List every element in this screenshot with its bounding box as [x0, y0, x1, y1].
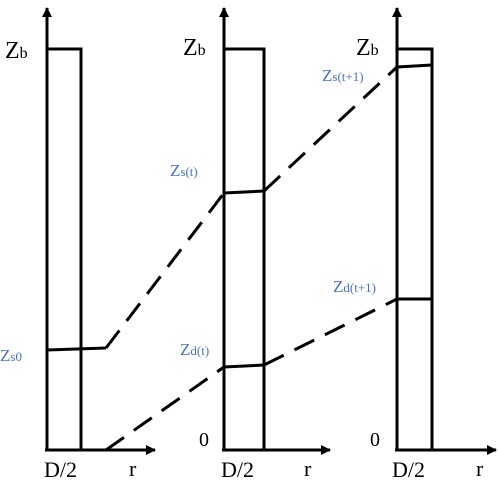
- panel-3-x-label: D/2: [392, 457, 425, 482]
- panel-3-zb-label: Zb: [356, 35, 379, 61]
- panel-2-column: [224, 47, 266, 450]
- panel-2-zb-label: Zb: [183, 35, 206, 61]
- connector-bottom-to-zdt: [105, 365, 225, 452]
- panel-3-column: [397, 47, 434, 450]
- panel-1-x-label: D/2: [44, 457, 77, 482]
- panel-2-r-label: r: [304, 456, 312, 481]
- connectors: [104, 65, 399, 452]
- panel-2: Zb 0 D/2 r Zs(t) Zd(t): [170, 7, 331, 482]
- panel-1-column: [47, 47, 83, 450]
- panel-2-upper-line: [223, 189, 265, 195]
- panel-1: Zb D/2 r Zs0: [0, 7, 156, 482]
- panel-1-zb-label: Zb: [5, 38, 28, 64]
- panel-1-level-line: [46, 346, 107, 352]
- panel-2-x-label: D/2: [221, 457, 254, 482]
- connector-zdt-to-zdt1: [263, 297, 398, 367]
- panel-3: Zb 0 D/2 r Zs(t+1) Zd(t+1): [322, 7, 497, 482]
- zs0-label: Zs0: [0, 346, 22, 365]
- panel-3-r-label: r: [476, 456, 484, 481]
- connector-zst-to-zst1: [262, 65, 399, 193]
- panel-3-origin-label: 0: [370, 429, 380, 451]
- panel-2-lower-line: [223, 363, 265, 369]
- zdt1-label: Zd(t+1): [333, 277, 376, 296]
- zst1-label: Zs(t+1): [322, 66, 364, 85]
- connector-zs0-to-zst: [104, 192, 226, 349]
- panel-1-r-label: r: [129, 456, 137, 481]
- panel-2-origin-label: 0: [199, 429, 209, 451]
- zst-label: Zs(t): [170, 161, 198, 180]
- zdt-label: Zd(t): [180, 340, 209, 359]
- panel-3-upper-line: [396, 63, 433, 69]
